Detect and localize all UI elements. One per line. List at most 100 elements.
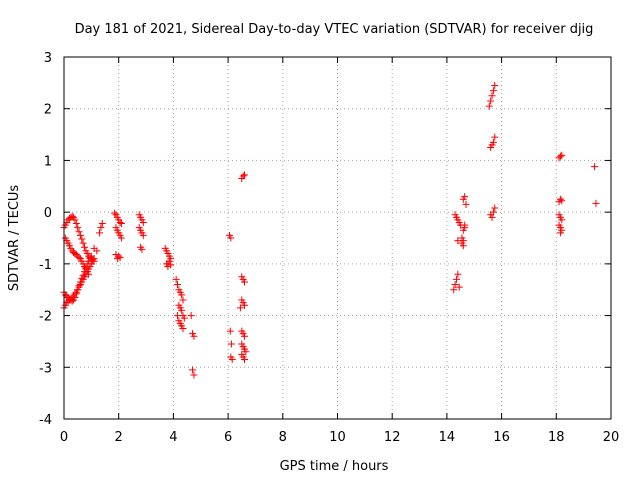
data-point — [241, 301, 249, 309]
data-point — [180, 314, 188, 322]
data-point — [461, 221, 469, 229]
data-point — [236, 304, 244, 312]
y-tick-label: -1 — [39, 258, 52, 273]
y-tick-label: 3 — [44, 51, 52, 66]
data-point — [190, 371, 198, 379]
data-point — [459, 242, 467, 250]
data-point — [591, 163, 599, 171]
data-point — [450, 286, 458, 294]
data-point — [76, 231, 84, 239]
data-point — [461, 193, 469, 201]
series-sat-h — [161, 244, 175, 270]
y-tick-labels: -4 -3 -2 -1 0 1 2 3 — [39, 51, 52, 428]
data-point — [174, 281, 182, 289]
data-point — [241, 332, 249, 340]
data-point — [556, 152, 564, 160]
data-point — [242, 348, 250, 356]
data-point — [226, 327, 234, 335]
x-tick-label: 12 — [384, 430, 401, 445]
data-points — [60, 81, 600, 379]
data-point — [455, 283, 463, 291]
data-point — [489, 138, 497, 146]
y-tick-label: -2 — [39, 310, 52, 325]
series-sat-j — [187, 312, 198, 379]
data-point — [558, 216, 566, 224]
x-tick-label: 2 — [115, 430, 123, 445]
data-point — [78, 235, 86, 243]
series-sat-f — [111, 209, 125, 263]
data-point — [89, 256, 97, 264]
y-axis-label: SDTVAR / TECUs — [7, 185, 22, 292]
data-point — [113, 255, 121, 263]
data-point — [111, 209, 119, 217]
data-point — [139, 231, 147, 239]
data-point — [189, 366, 197, 374]
data-point — [241, 356, 249, 364]
x-tick-label: 10 — [329, 430, 346, 445]
data-point — [558, 151, 566, 159]
data-point — [241, 171, 249, 179]
series-sat-n — [485, 81, 499, 221]
data-point — [75, 254, 83, 262]
y-tick-label: 0 — [44, 206, 52, 221]
data-point — [556, 195, 564, 203]
data-point — [138, 245, 146, 253]
series-sat-m — [450, 193, 470, 294]
data-point — [462, 200, 470, 208]
data-point — [241, 278, 249, 286]
data-point — [71, 293, 79, 301]
series-sat-d — [61, 234, 93, 278]
series-sat-l — [236, 171, 250, 364]
data-point — [98, 220, 106, 228]
data-point — [174, 312, 182, 320]
y-tick-label: -3 — [39, 361, 52, 376]
data-point — [97, 224, 105, 232]
y-tick-label: 1 — [44, 154, 52, 169]
data-point — [81, 243, 89, 251]
series-sat-k — [225, 231, 236, 364]
data-point — [178, 306, 186, 314]
series-sat-c — [60, 212, 98, 265]
data-point — [488, 213, 496, 221]
data-point — [491, 133, 499, 141]
data-point — [75, 228, 83, 236]
data-point — [239, 172, 247, 180]
data-point — [164, 260, 172, 268]
x-tick-label: 8 — [279, 430, 287, 445]
data-point — [487, 97, 495, 105]
data-point — [72, 290, 80, 298]
x-axis-label: GPS time / hours — [280, 459, 389, 474]
series-sat-i — [172, 275, 188, 332]
data-point — [228, 356, 236, 364]
x-tick-label: 16 — [493, 430, 510, 445]
data-point — [227, 340, 235, 348]
data-point — [74, 286, 82, 294]
data-point — [96, 229, 104, 237]
series-sat-o — [555, 151, 566, 237]
data-point — [71, 216, 79, 224]
x-tick-label: 18 — [548, 430, 565, 445]
data-point — [76, 278, 84, 286]
x-tick-label: 20 — [603, 430, 620, 445]
x-tick-label: 14 — [439, 430, 456, 445]
data-point — [454, 237, 462, 245]
data-point — [227, 234, 235, 242]
data-point — [116, 218, 124, 226]
data-point — [117, 220, 125, 228]
series-sat-e — [90, 220, 106, 255]
y-tick-label: -4 — [39, 413, 52, 428]
grid-lines — [64, 57, 611, 419]
data-point — [489, 208, 497, 216]
axis-ticks — [63, 56, 612, 420]
x-tick-label: 4 — [169, 430, 177, 445]
data-point — [79, 271, 87, 279]
data-point — [190, 332, 198, 340]
data-point — [491, 204, 499, 212]
data-point — [489, 87, 497, 95]
data-point — [451, 281, 459, 289]
data-point — [454, 270, 462, 278]
data-point — [68, 297, 76, 305]
data-point — [491, 81, 499, 89]
data-point — [93, 247, 101, 255]
